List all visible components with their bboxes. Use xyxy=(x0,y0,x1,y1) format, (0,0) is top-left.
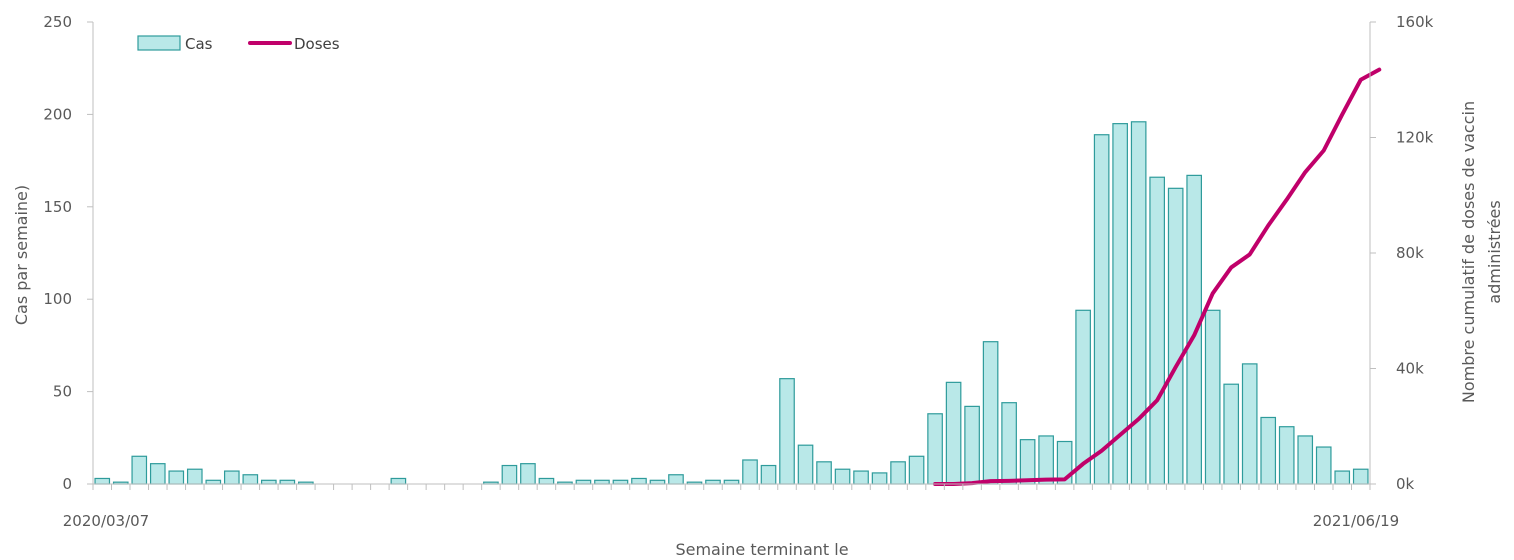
cases-bar xyxy=(168,470,185,485)
cases-bar xyxy=(520,463,536,485)
cases-bar xyxy=(705,479,721,485)
x-tick-label-last: 2021/06/19 xyxy=(1313,512,1399,530)
cases-bar xyxy=(723,479,740,485)
cases-bar xyxy=(1334,470,1351,485)
legend-swatch-cases xyxy=(137,35,181,51)
cases-bar xyxy=(890,461,906,485)
cases-bar xyxy=(1186,174,1202,485)
right-tick-label: 160k xyxy=(1396,13,1434,31)
cases-bar xyxy=(186,468,203,485)
left-axis-title: Cas par semaine) xyxy=(12,185,31,325)
doses-line xyxy=(933,67,1382,486)
right-tick-label: 120k xyxy=(1396,129,1434,147)
cases-bar xyxy=(927,413,943,485)
cases-bar xyxy=(964,405,980,485)
cases-bar xyxy=(1260,416,1277,485)
cases-bar xyxy=(1223,383,1240,485)
left-tick-label: 250 xyxy=(43,13,72,31)
x-tick-label-first: 2020/03/07 xyxy=(63,512,149,530)
cases-bar xyxy=(1204,309,1221,485)
cases-bar xyxy=(131,455,148,485)
cases-bar xyxy=(594,479,610,485)
cases-bar xyxy=(205,479,222,485)
right-axis-title-line-1: Nombre cumulatif de doses de vaccin xyxy=(1459,101,1478,403)
cases-bar xyxy=(390,477,407,485)
x-axis-ticks xyxy=(92,484,1371,490)
cases-bar xyxy=(945,381,962,485)
cases-bar xyxy=(149,463,166,485)
right-tick-label: 0k xyxy=(1396,475,1415,493)
x-axis-title: Semaine terminant le xyxy=(675,540,848,559)
cases-bar xyxy=(1352,468,1369,485)
cases-bar xyxy=(1038,435,1054,485)
cases-bar xyxy=(94,477,111,485)
right-axis-title-line-2: administrées xyxy=(1485,200,1504,303)
right-tick-label: 80k xyxy=(1396,244,1424,262)
left-tick-label: 150 xyxy=(43,198,72,216)
legend-label-doses: Doses xyxy=(294,35,340,53)
cases-bar xyxy=(223,470,240,485)
cases-bar xyxy=(871,472,888,485)
cases-bar xyxy=(834,468,851,485)
cases-bar xyxy=(575,479,592,485)
cases-bar xyxy=(261,479,277,485)
cases-bar xyxy=(1315,446,1332,485)
left-tick-label: 0 xyxy=(62,475,72,493)
left-tick-label: 200 xyxy=(43,105,72,123)
cases-bar xyxy=(853,470,869,485)
cases-bar xyxy=(501,464,518,485)
legend: Cas Doses xyxy=(137,35,340,53)
cases-bar xyxy=(1093,134,1110,485)
cases-bar xyxy=(538,477,555,485)
cases-bar xyxy=(649,479,666,485)
cases-bar xyxy=(1241,363,1258,485)
cases-bar xyxy=(631,477,647,485)
cases-bar xyxy=(982,341,999,485)
cases-bar xyxy=(797,444,814,485)
cases-bar xyxy=(742,459,758,485)
cases-bars xyxy=(94,121,1369,485)
cases-bar xyxy=(779,378,795,485)
cases-bar xyxy=(908,455,925,485)
cases-bar xyxy=(1297,435,1314,485)
cases-bar xyxy=(1149,176,1165,485)
cases-bar xyxy=(668,474,684,485)
cases-bar xyxy=(1167,187,1184,485)
right-axis-ticks: 0k 40k 80k 120k 160k xyxy=(1370,13,1434,493)
cases-bar xyxy=(1130,121,1147,485)
cases-bar xyxy=(1001,402,1017,485)
cases-bar xyxy=(816,461,832,485)
legend-label-cases: Cas xyxy=(185,35,213,53)
cases-bar xyxy=(612,479,629,485)
left-axis-ticks: 0 50 100 150 200 250 xyxy=(43,13,93,493)
cases-bar xyxy=(279,479,296,485)
cases-bar xyxy=(1019,439,1036,485)
right-tick-label: 40k xyxy=(1396,360,1424,378)
cases-bar xyxy=(1278,426,1295,485)
left-tick-label: 50 xyxy=(53,383,72,401)
cases-bar xyxy=(760,464,777,485)
cases-bar xyxy=(242,474,259,485)
left-tick-label: 100 xyxy=(43,290,72,308)
